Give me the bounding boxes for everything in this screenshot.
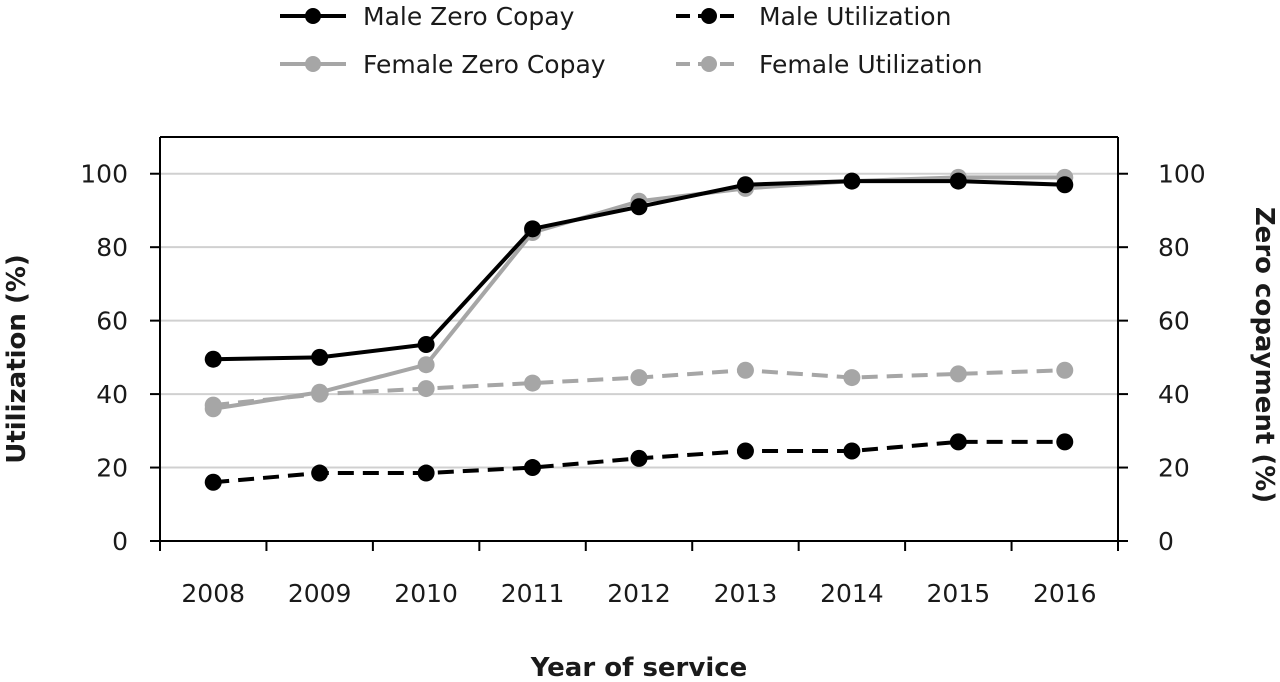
- data-point: [630, 369, 648, 387]
- data-point: [949, 365, 967, 383]
- x-tick-label: 2012: [607, 579, 671, 608]
- data-point: [204, 350, 222, 368]
- data-point: [1056, 361, 1074, 379]
- data-point: [311, 464, 329, 482]
- legend-marker: [305, 8, 321, 24]
- data-point: [630, 449, 648, 467]
- y-tick-label-right: 60: [1158, 307, 1190, 336]
- legend: Male Zero Copay Male Utilization Female Ze…: [280, 2, 983, 79]
- y-tick-label-left: 0: [112, 527, 128, 556]
- x-tick-label: 2010: [394, 579, 458, 608]
- legend-marker: [701, 8, 717, 24]
- data-point: [630, 198, 648, 216]
- series-male-utilization: [204, 433, 1074, 491]
- axes: 0 0 20 20 40 40 60 60 80 80 100 100 2008 2009 2010 2011…: [80, 136, 1206, 608]
- y-tick-label-left: 80: [96, 233, 128, 262]
- legend-marker: [305, 56, 321, 72]
- legend-item: Female Utilization: [676, 50, 983, 79]
- legend-label: Female Zero Copay: [363, 50, 606, 79]
- y-tick-label-right: 100: [1158, 160, 1206, 189]
- legend-item: Male Zero Copay: [280, 2, 575, 31]
- data-point: [843, 369, 861, 387]
- y-tick-label-left: 20: [96, 454, 128, 483]
- data-point: [949, 172, 967, 190]
- data-point: [311, 385, 329, 403]
- data-point: [204, 396, 222, 414]
- y-tick-label-left: 60: [96, 307, 128, 336]
- data-point: [736, 176, 754, 194]
- data-point: [843, 442, 861, 460]
- x-tick-label: 2014: [820, 579, 884, 608]
- x-tick-label: 2009: [288, 579, 352, 608]
- y-tick-label-right: 20: [1158, 454, 1190, 483]
- x-tick-label: 2013: [714, 579, 778, 608]
- y-tick-label-right: 40: [1158, 380, 1190, 409]
- x-tick-label: 2015: [927, 579, 991, 608]
- data-point: [949, 433, 967, 451]
- y-tick-label-right: 0: [1158, 527, 1174, 556]
- legend-item: Male Utilization: [676, 2, 951, 31]
- x-tick-label: 2011: [501, 579, 565, 608]
- data-point: [524, 459, 542, 477]
- data-point: [417, 380, 435, 398]
- data-point: [843, 172, 861, 190]
- data-point: [417, 356, 435, 374]
- y-tick-label-left: 100: [80, 160, 128, 189]
- data-point: [204, 473, 222, 491]
- data-point: [524, 374, 542, 392]
- data-point: [736, 442, 754, 460]
- legend-label: Female Utilization: [759, 50, 983, 79]
- data-point: [1056, 433, 1074, 451]
- data-point: [417, 464, 435, 482]
- legend-label: Male Zero Copay: [363, 2, 575, 31]
- y-tick-label-left: 40: [96, 380, 128, 409]
- x-tick-label: 2008: [181, 579, 245, 608]
- data-point: [417, 336, 435, 354]
- data-point: [311, 348, 329, 366]
- data-point: [1056, 176, 1074, 194]
- x-axis-title: Year of service: [530, 653, 748, 678]
- series-female-utilization: [204, 361, 1074, 414]
- data-point: [736, 361, 754, 379]
- series-layer: [204, 168, 1074, 491]
- x-tick-label: 2016: [1033, 579, 1097, 608]
- y-axis-title-left: Utilization (%): [2, 254, 32, 464]
- legend-label: Male Utilization: [759, 2, 951, 31]
- data-point: [524, 220, 542, 238]
- legend-item: Female Zero Copay: [280, 50, 606, 79]
- gridlines: [160, 172, 1118, 469]
- legend-marker: [701, 56, 717, 72]
- series-male-zero-copay: [204, 172, 1074, 368]
- y-axis-title-right: Zero copayment (%): [1249, 207, 1279, 503]
- y-tick-label-right: 80: [1158, 233, 1190, 262]
